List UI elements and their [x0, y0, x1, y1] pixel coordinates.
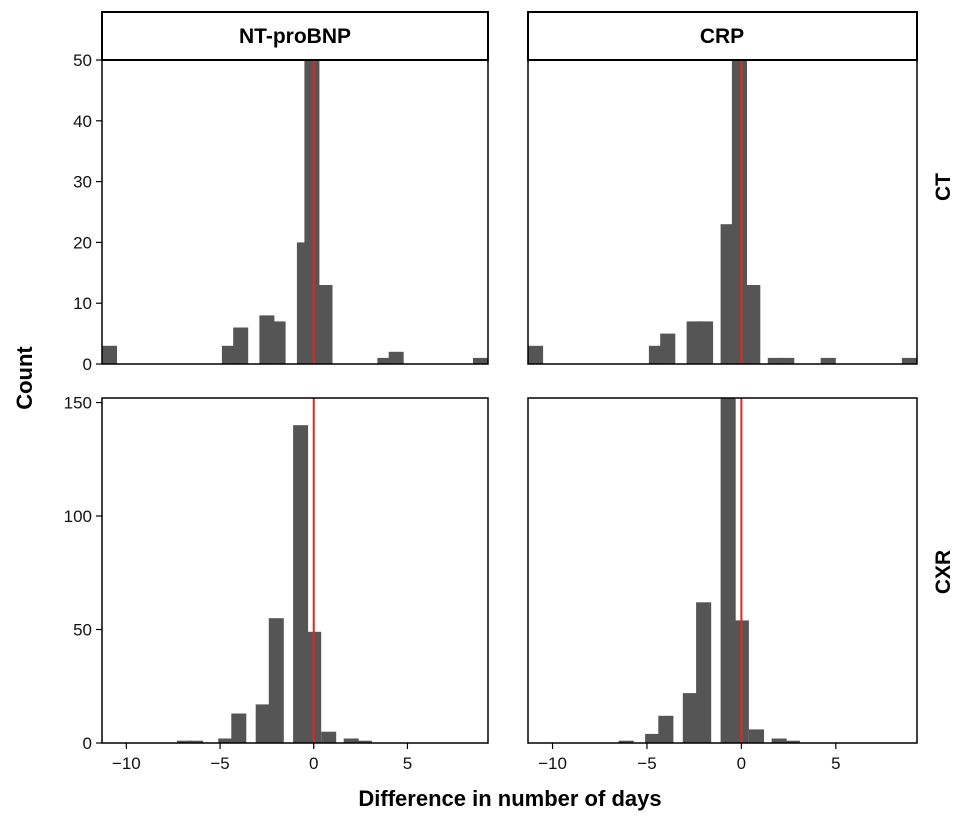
histogram-bar [233, 327, 249, 364]
x-tick-label: 0 [309, 754, 318, 773]
histogram-bar [784, 740, 800, 743]
x-axis-title: Difference in number of days [358, 786, 661, 811]
histogram-bar [321, 731, 337, 743]
y-tick-label: 50 [73, 621, 92, 640]
panel-crp-ct [527, 59, 918, 365]
histogram-bar [820, 357, 836, 364]
histogram-bar [528, 345, 544, 364]
y-tick-label: 30 [73, 173, 92, 192]
y-tick-label: 40 [73, 112, 92, 131]
x-tick-label: 5 [831, 754, 840, 773]
panel-crp-cxr: −10 −5 0 5 [527, 397, 918, 773]
histogram-bar [696, 602, 712, 743]
x-tick-label: 0 [737, 754, 746, 773]
histogram-bar [748, 729, 764, 743]
row-label-ct: CT [932, 173, 955, 201]
histogram-bar [745, 285, 761, 364]
y-tick-label: 0 [83, 734, 92, 753]
histogram-bar [188, 740, 204, 743]
y-axis-title: Count [12, 346, 37, 410]
histogram-bar [720, 398, 736, 743]
x-tick-label: −5 [210, 754, 229, 773]
panel-border [101, 397, 489, 744]
y-tick-label: 10 [73, 294, 92, 313]
histogram-bar [473, 357, 488, 364]
panels-layer: 0 10 20 30 40 50 0 50 100 150 −10 −5 0 5 −10 −5 0 5 [64, 51, 918, 773]
strip-label-crp: CRP [700, 25, 744, 48]
row-label-cxr: CXR [932, 550, 955, 594]
histogram-bar [356, 740, 372, 743]
histogram-bar [682, 693, 698, 743]
histogram-bar [270, 321, 286, 364]
strip-crp: CRP [527, 11, 918, 61]
histogram-bar [618, 740, 634, 743]
histogram-bar [102, 345, 117, 364]
histogram-bar [779, 357, 795, 364]
histogram-bar [771, 738, 787, 743]
panel-nt-probnp-cxr: 0 50 100 150 −10 −5 0 5 [64, 394, 489, 773]
histogram-bar [177, 740, 192, 743]
x-tick-label: −5 [637, 754, 656, 773]
panel-nt-probnp-ct: 0 10 20 30 40 50 [73, 51, 489, 374]
strip-label-nt-probnp: NT-proBNP [239, 25, 351, 48]
x-tick-label: −10 [112, 754, 141, 773]
histogram-bar [317, 285, 333, 364]
histogram-bar [218, 738, 234, 743]
histogram-bar [343, 738, 359, 743]
histogram-bar [268, 618, 284, 743]
y-tick-label: 150 [64, 394, 92, 413]
histogram-bar [231, 713, 247, 743]
histogram-bar [304, 60, 320, 364]
histogram-bar [221, 345, 237, 364]
panel-border [101, 59, 489, 365]
histogram-bar [660, 333, 676, 364]
histogram-bar [377, 357, 393, 364]
histogram-bar [645, 733, 661, 743]
histogram-bar [388, 351, 404, 364]
histogram-bar [767, 357, 783, 364]
y-tick-label: 50 [73, 51, 92, 70]
histogram-bar [658, 715, 674, 743]
panel-border [527, 397, 918, 744]
y-tick-label: 100 [64, 507, 92, 526]
y-tick-label: 0 [83, 355, 92, 374]
x-tick-label: 5 [403, 754, 412, 773]
histogram-bar [686, 321, 702, 364]
histogram-bar [255, 704, 271, 743]
histogram-bar [698, 321, 714, 364]
x-tick-label: −10 [538, 754, 567, 773]
histogram-bar [901, 357, 917, 364]
histogram-bar [293, 425, 309, 743]
y-tick-label: 20 [73, 233, 92, 252]
strip-nt-probnp: NT-proBNP [101, 11, 489, 61]
histogram-bar [731, 60, 747, 364]
